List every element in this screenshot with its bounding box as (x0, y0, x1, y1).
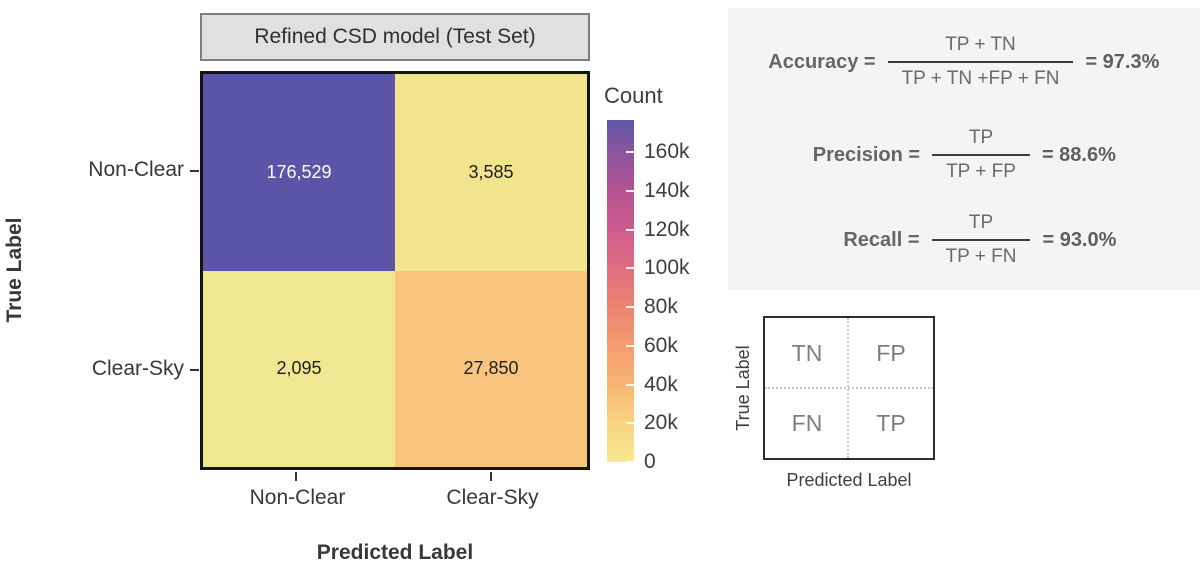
matrix-grid: 176,529 3,585 2,095 27,850 (200, 71, 590, 470)
matrix-cell-value: 176,529 (203, 74, 395, 271)
colorbar-tick-mark (626, 306, 634, 308)
colorbar-tick-mark (626, 344, 634, 347)
metric-name: Precision = (812, 143, 921, 166)
metric-fraction: TP TP + FP (932, 127, 1030, 183)
metric-result: = 88.6% (1041, 143, 1116, 166)
y-tick-label-non-clear: Non-Clear (88, 158, 184, 181)
colorbar-tick-mark (626, 267, 634, 270)
x-tick-mark (490, 472, 492, 481)
colorbar-tick-label: 160k (644, 140, 690, 163)
quadrant-diagram-x-label: Predicted Label (786, 470, 912, 490)
colorbar-tick-mark (626, 189, 634, 192)
fraction-denominator: TP + FP (932, 154, 1030, 183)
metric-fraction: TP TP + FN (931, 212, 1031, 268)
metric-result: = 97.3% (1085, 50, 1160, 73)
quadrant-label-fp: FP (876, 339, 906, 366)
fraction-denominator: TP + TN +FP + FN (887, 61, 1074, 90)
metric-fraction: TP + TN TP + TN +FP + FN (887, 34, 1074, 90)
colorbar-tick-mark (626, 461, 634, 463)
fraction-denominator: TP + FN (931, 239, 1031, 268)
metric-row: Recall = TP TP + FN = 93.0% (728, 200, 1200, 280)
colorbar-tick-label: 120k (644, 217, 690, 241)
colorbar-tick-label: 0 (644, 450, 656, 473)
colorbar (607, 120, 634, 462)
fraction-numerator: TP (968, 212, 994, 233)
y-tick-mark (190, 369, 199, 371)
x-tick-label-non-clear: Non-Clear (249, 486, 346, 509)
colorbar-tick-mark (626, 151, 634, 153)
x-tick-label-clear-sky: Clear-Sky (446, 486, 539, 509)
colorbar-tick-label: 140k (644, 178, 690, 202)
metric-name: Recall = (843, 228, 920, 251)
quadrant-label-tp: TP (876, 409, 906, 436)
quadrant-label-fn: FN (791, 409, 823, 436)
metric-name: Accuracy = (768, 50, 876, 73)
quadrant-diagram-horizontal-divider (765, 387, 933, 389)
matrix-cell-value: 2,095 (203, 270, 395, 467)
chart-title-box: Refined CSD model (Test Set) (200, 13, 590, 61)
metric-result: = 93.0% (1042, 228, 1117, 251)
quadrant-diagram-y-label: True Label (733, 345, 753, 431)
y-tick-mark (190, 170, 199, 172)
colorbar-tick-mark (626, 228, 634, 231)
fraction-numerator: TP (968, 127, 994, 148)
colorbar-tick-label: 40k (644, 372, 678, 396)
colorbar-tick-label: 60k (644, 333, 678, 357)
matrix-cell-value: 27,850 (395, 270, 587, 467)
colorbar-title: Count (604, 83, 663, 108)
fraction-numerator: TP + TN (945, 34, 1016, 55)
colorbar-tick-label: 20k (644, 411, 678, 435)
colorbar-tick-label: 100k (644, 256, 690, 280)
metrics-panel: Accuracy = TP + TN TP + TN +FP + FN = 97.3%… (728, 8, 1200, 290)
colorbar-tick-mark (626, 422, 634, 425)
x-axis-title: Predicted Label (316, 541, 474, 564)
matrix-cell-value: 3,585 (395, 74, 587, 271)
y-axis-title: True Label (3, 217, 26, 323)
colorbar-tick-label: 80k (644, 295, 678, 318)
chart-title: Refined CSD model (Test Set) (254, 25, 536, 48)
x-tick-mark (295, 472, 297, 481)
y-tick-label-clear-sky: Clear-Sky (91, 357, 184, 380)
metric-row: Precision = TP TP + FP = 88.6% (728, 115, 1200, 195)
quadrant-label-tn: TN (791, 339, 823, 366)
colorbar-tick-mark (626, 383, 634, 386)
metric-row: Accuracy = TP + TN TP + TN +FP + FN = 97.3% (728, 22, 1200, 102)
